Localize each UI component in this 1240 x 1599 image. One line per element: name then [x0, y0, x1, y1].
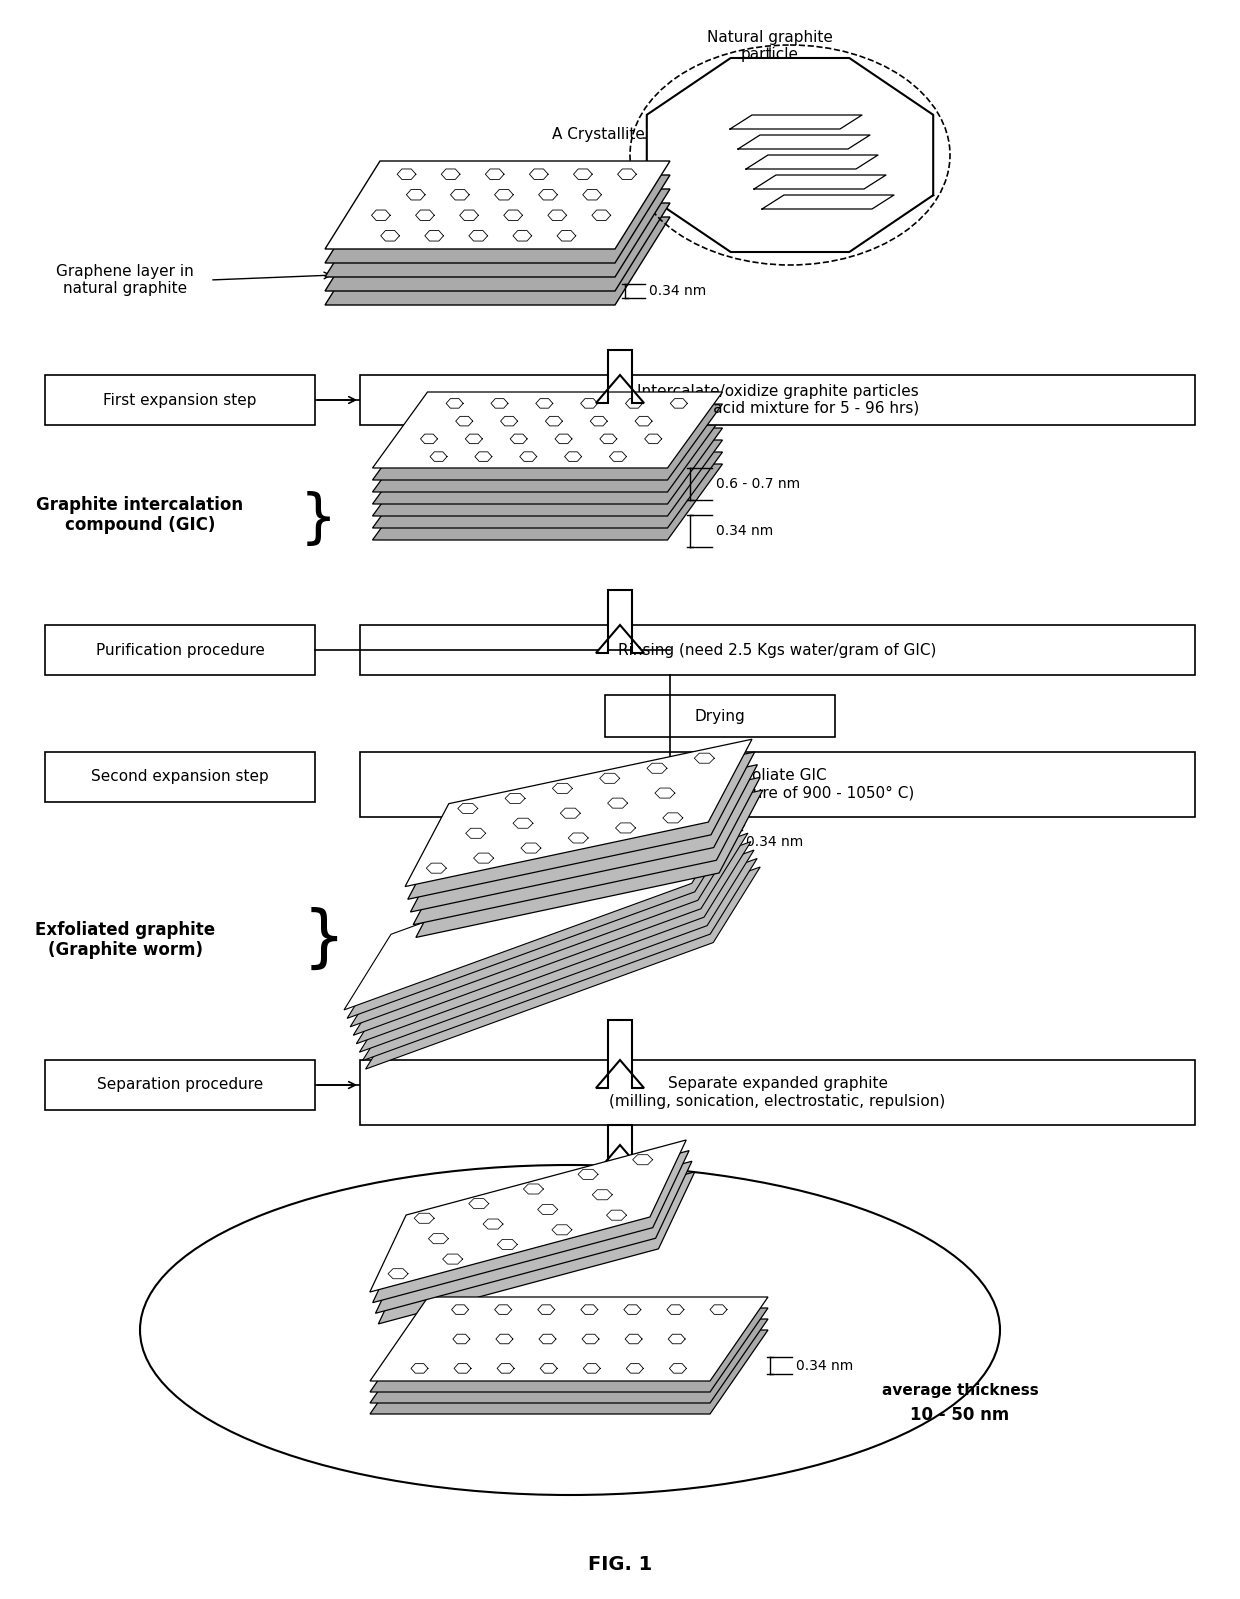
Polygon shape [370, 1308, 768, 1393]
Polygon shape [376, 1161, 692, 1313]
Text: Purification procedure: Purification procedure [95, 643, 264, 657]
Text: Separation procedure: Separation procedure [97, 1078, 263, 1092]
Text: 0.34 nm: 0.34 nm [796, 1359, 853, 1372]
Polygon shape [325, 217, 670, 305]
Text: 0.34 nm: 0.34 nm [746, 836, 804, 849]
Polygon shape [350, 825, 745, 1027]
Bar [45, 625, 315, 675]
Polygon shape [410, 764, 758, 911]
Bar [45, 752, 315, 803]
Text: Drying: Drying [694, 708, 745, 723]
Polygon shape [370, 1297, 768, 1382]
Text: 0.6 - 0.7 nm: 0.6 - 0.7 nm [715, 477, 800, 491]
Polygon shape [370, 1319, 768, 1402]
Polygon shape [372, 440, 723, 516]
Text: First expansion step: First expansion step [103, 392, 257, 408]
Polygon shape [596, 350, 644, 403]
Polygon shape [362, 859, 758, 1060]
Text: Intercalate/oxidize graphite particles
(in strong acid mixture for 5 - 96 hrs): Intercalate/oxidize graphite particles (… [635, 384, 920, 416]
Bar [360, 752, 1195, 817]
Polygon shape [378, 1172, 694, 1324]
Bar [360, 1060, 1195, 1126]
Text: Separate expanded graphite
(milling, sonication, electrostatic, repulsion): Separate expanded graphite (milling, son… [609, 1076, 946, 1108]
Polygon shape [763, 195, 894, 209]
Polygon shape [408, 752, 755, 899]
Polygon shape [596, 590, 644, 652]
Polygon shape [325, 161, 670, 249]
Text: 0.34 nm: 0.34 nm [715, 524, 774, 537]
Text: 0.34 nm: 0.34 nm [649, 285, 707, 297]
Polygon shape [730, 115, 862, 130]
Polygon shape [372, 429, 723, 504]
Text: Exfoliate GIC
(at a temperature of 900 - 1050° C): Exfoliate GIC (at a temperature of 900 -… [641, 768, 914, 801]
Text: A Crystallite: A Crystallite [552, 128, 645, 142]
Polygon shape [372, 464, 723, 540]
Polygon shape [415, 790, 763, 937]
Text: 10 - 50 nm: 10 - 50 nm [910, 1406, 1009, 1425]
Bar [360, 625, 1195, 675]
Text: }: } [300, 491, 337, 548]
Text: }: } [303, 907, 346, 974]
Polygon shape [372, 392, 723, 469]
Text: Rinsing (need 2.5 Kgs water/gram of GIC): Rinsing (need 2.5 Kgs water/gram of GIC) [619, 643, 936, 657]
Text: FIG. 1: FIG. 1 [588, 1556, 652, 1575]
Polygon shape [353, 833, 748, 1035]
Polygon shape [325, 174, 670, 262]
Polygon shape [325, 189, 670, 277]
Bar [360, 376, 1195, 425]
Text: Exfoliated graphite
(Graphite worm): Exfoliated graphite (Graphite worm) [35, 921, 215, 959]
Text: average thickness: average thickness [882, 1383, 1038, 1398]
Polygon shape [347, 815, 742, 1019]
Polygon shape [596, 1126, 644, 1174]
Polygon shape [373, 1151, 689, 1303]
Polygon shape [343, 807, 739, 1011]
Polygon shape [647, 58, 934, 253]
Polygon shape [370, 1330, 768, 1414]
Polygon shape [356, 841, 751, 1044]
Polygon shape [372, 416, 723, 492]
Polygon shape [596, 1020, 644, 1087]
Bar [45, 1060, 315, 1110]
Polygon shape [738, 134, 870, 149]
Polygon shape [372, 453, 723, 528]
Ellipse shape [140, 1166, 999, 1495]
Polygon shape [360, 851, 754, 1052]
Polygon shape [596, 817, 644, 918]
Polygon shape [746, 155, 878, 169]
Bar [45, 376, 315, 425]
Polygon shape [405, 739, 751, 886]
Text: Second expansion step: Second expansion step [91, 769, 269, 785]
Bar [605, 696, 835, 737]
Polygon shape [370, 1140, 686, 1292]
Text: Graphite intercalation
compound (GIC): Graphite intercalation compound (GIC) [36, 496, 243, 534]
Text: Graphene layer in
natural graphite: Graphene layer in natural graphite [56, 264, 193, 296]
Polygon shape [366, 867, 760, 1070]
Polygon shape [754, 174, 887, 189]
Polygon shape [372, 405, 723, 480]
Polygon shape [413, 777, 760, 924]
Polygon shape [325, 203, 670, 291]
Text: Natural graphite
particle: Natural graphite particle [707, 30, 833, 62]
